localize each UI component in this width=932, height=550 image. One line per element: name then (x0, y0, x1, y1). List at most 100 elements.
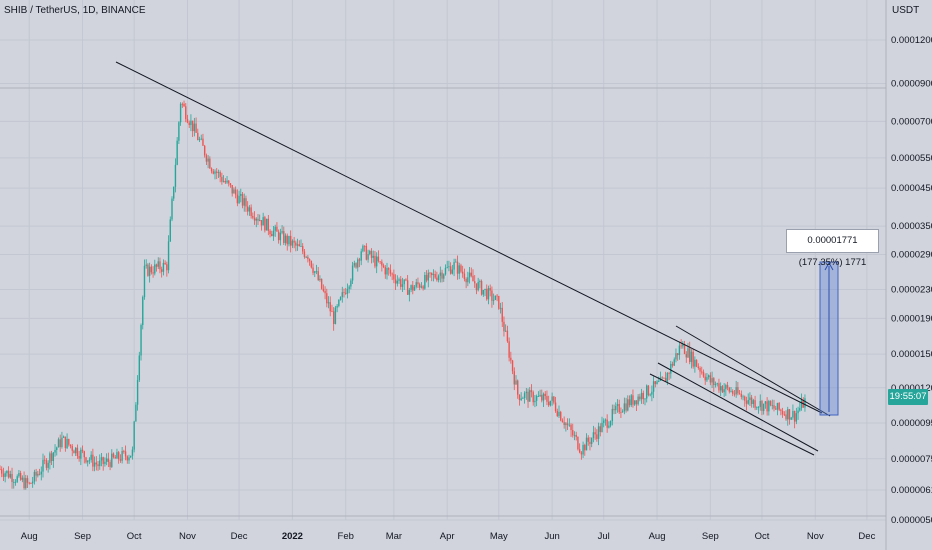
candle-body (138, 355, 141, 381)
measure-label: 0.00001771 (177.35%) 1771 (786, 229, 879, 268)
candle-body (661, 377, 663, 379)
candle-body (85, 457, 87, 463)
candle-body (334, 307, 337, 324)
candle-body (742, 396, 744, 398)
candle-body (295, 242, 297, 246)
candle-body (152, 272, 154, 274)
candle-body (775, 408, 777, 410)
candle-body (173, 186, 175, 199)
candle-body (520, 398, 522, 400)
candle-body (723, 389, 725, 393)
candle-body (486, 288, 488, 300)
price-tick-label: 0.00002300 (891, 285, 932, 296)
candle-body (362, 245, 364, 252)
candle-body (279, 232, 282, 241)
candle-body (90, 454, 92, 460)
candle-body (754, 400, 756, 408)
candle-body (358, 259, 361, 261)
candle-body (216, 171, 218, 173)
candle-body (781, 410, 784, 415)
price-tick-label: 0.00001900 (891, 313, 932, 324)
candle-body (530, 390, 533, 393)
candle-body (506, 330, 509, 342)
candle-body (707, 375, 710, 378)
candle-body (670, 363, 672, 374)
time-tick-label: Sep (702, 531, 719, 542)
candle-body (560, 411, 562, 421)
time-tick-label: Nov (807, 531, 824, 542)
candle-body (195, 123, 197, 133)
candle-body (744, 396, 746, 401)
candle-body (37, 473, 39, 476)
candle-body (783, 414, 786, 416)
candle-body (26, 478, 29, 483)
candle-body (377, 256, 380, 262)
candle-body (448, 266, 450, 268)
candle-body (620, 412, 622, 414)
candle-body (104, 461, 106, 464)
candle-body (310, 260, 313, 268)
candle-body (166, 264, 168, 271)
candle-body (274, 226, 276, 231)
candle-body (477, 282, 479, 291)
candle-body (393, 274, 395, 280)
candle-body (369, 250, 371, 255)
candle-body (92, 454, 94, 467)
candle-body (577, 436, 579, 450)
candle-body (701, 371, 703, 373)
time-tick-label: Mar (386, 531, 402, 542)
price-tick-label: 0.00002900 (891, 250, 932, 261)
candle-body (159, 261, 161, 270)
candle-body (436, 277, 438, 281)
candle-body (375, 256, 378, 267)
candle-body (394, 279, 397, 284)
candle-body (804, 398, 806, 408)
candle-body (695, 359, 698, 367)
candle-body (658, 381, 660, 382)
candle-body (341, 292, 343, 298)
candle-body (28, 482, 30, 484)
candle-body (11, 473, 13, 482)
candle-body (553, 396, 555, 403)
candle-body (100, 457, 103, 461)
candle-body (449, 266, 452, 274)
candle-body (69, 444, 72, 446)
candle-body (547, 401, 550, 406)
candle-body (551, 396, 553, 401)
candle-body (350, 280, 352, 287)
candle-body (243, 198, 245, 206)
candle-body (326, 293, 328, 304)
candle-body (317, 271, 319, 281)
candle-body (563, 422, 565, 426)
candle-body (675, 353, 677, 360)
candle-body (499, 307, 502, 309)
candle-body (135, 404, 137, 422)
candle-body (293, 240, 295, 243)
symbol-title: SHIB / TetherUS, 1D, BINANCE (4, 5, 146, 16)
candle-body (185, 106, 187, 120)
candle-body (799, 408, 801, 411)
candle-body (214, 171, 216, 174)
candle-body (228, 180, 230, 184)
candle-body (281, 231, 283, 233)
candle-body (584, 444, 586, 451)
candle-body (2, 473, 5, 477)
candle-body (690, 351, 693, 362)
candle-body (257, 218, 259, 221)
candle-body (429, 272, 431, 274)
candle-body (408, 289, 411, 295)
candle-body (83, 451, 85, 458)
candle-body (604, 419, 607, 421)
candle-body (56, 447, 58, 450)
candle-body (613, 408, 615, 411)
candle-body (682, 343, 684, 347)
candle-body (752, 400, 755, 405)
candle-body (776, 402, 779, 410)
candle-body (339, 297, 342, 300)
candle-body (652, 381, 655, 392)
candle-body (455, 261, 457, 263)
candle-body (136, 380, 139, 405)
candle-body (451, 269, 454, 274)
candle-body (413, 286, 416, 291)
